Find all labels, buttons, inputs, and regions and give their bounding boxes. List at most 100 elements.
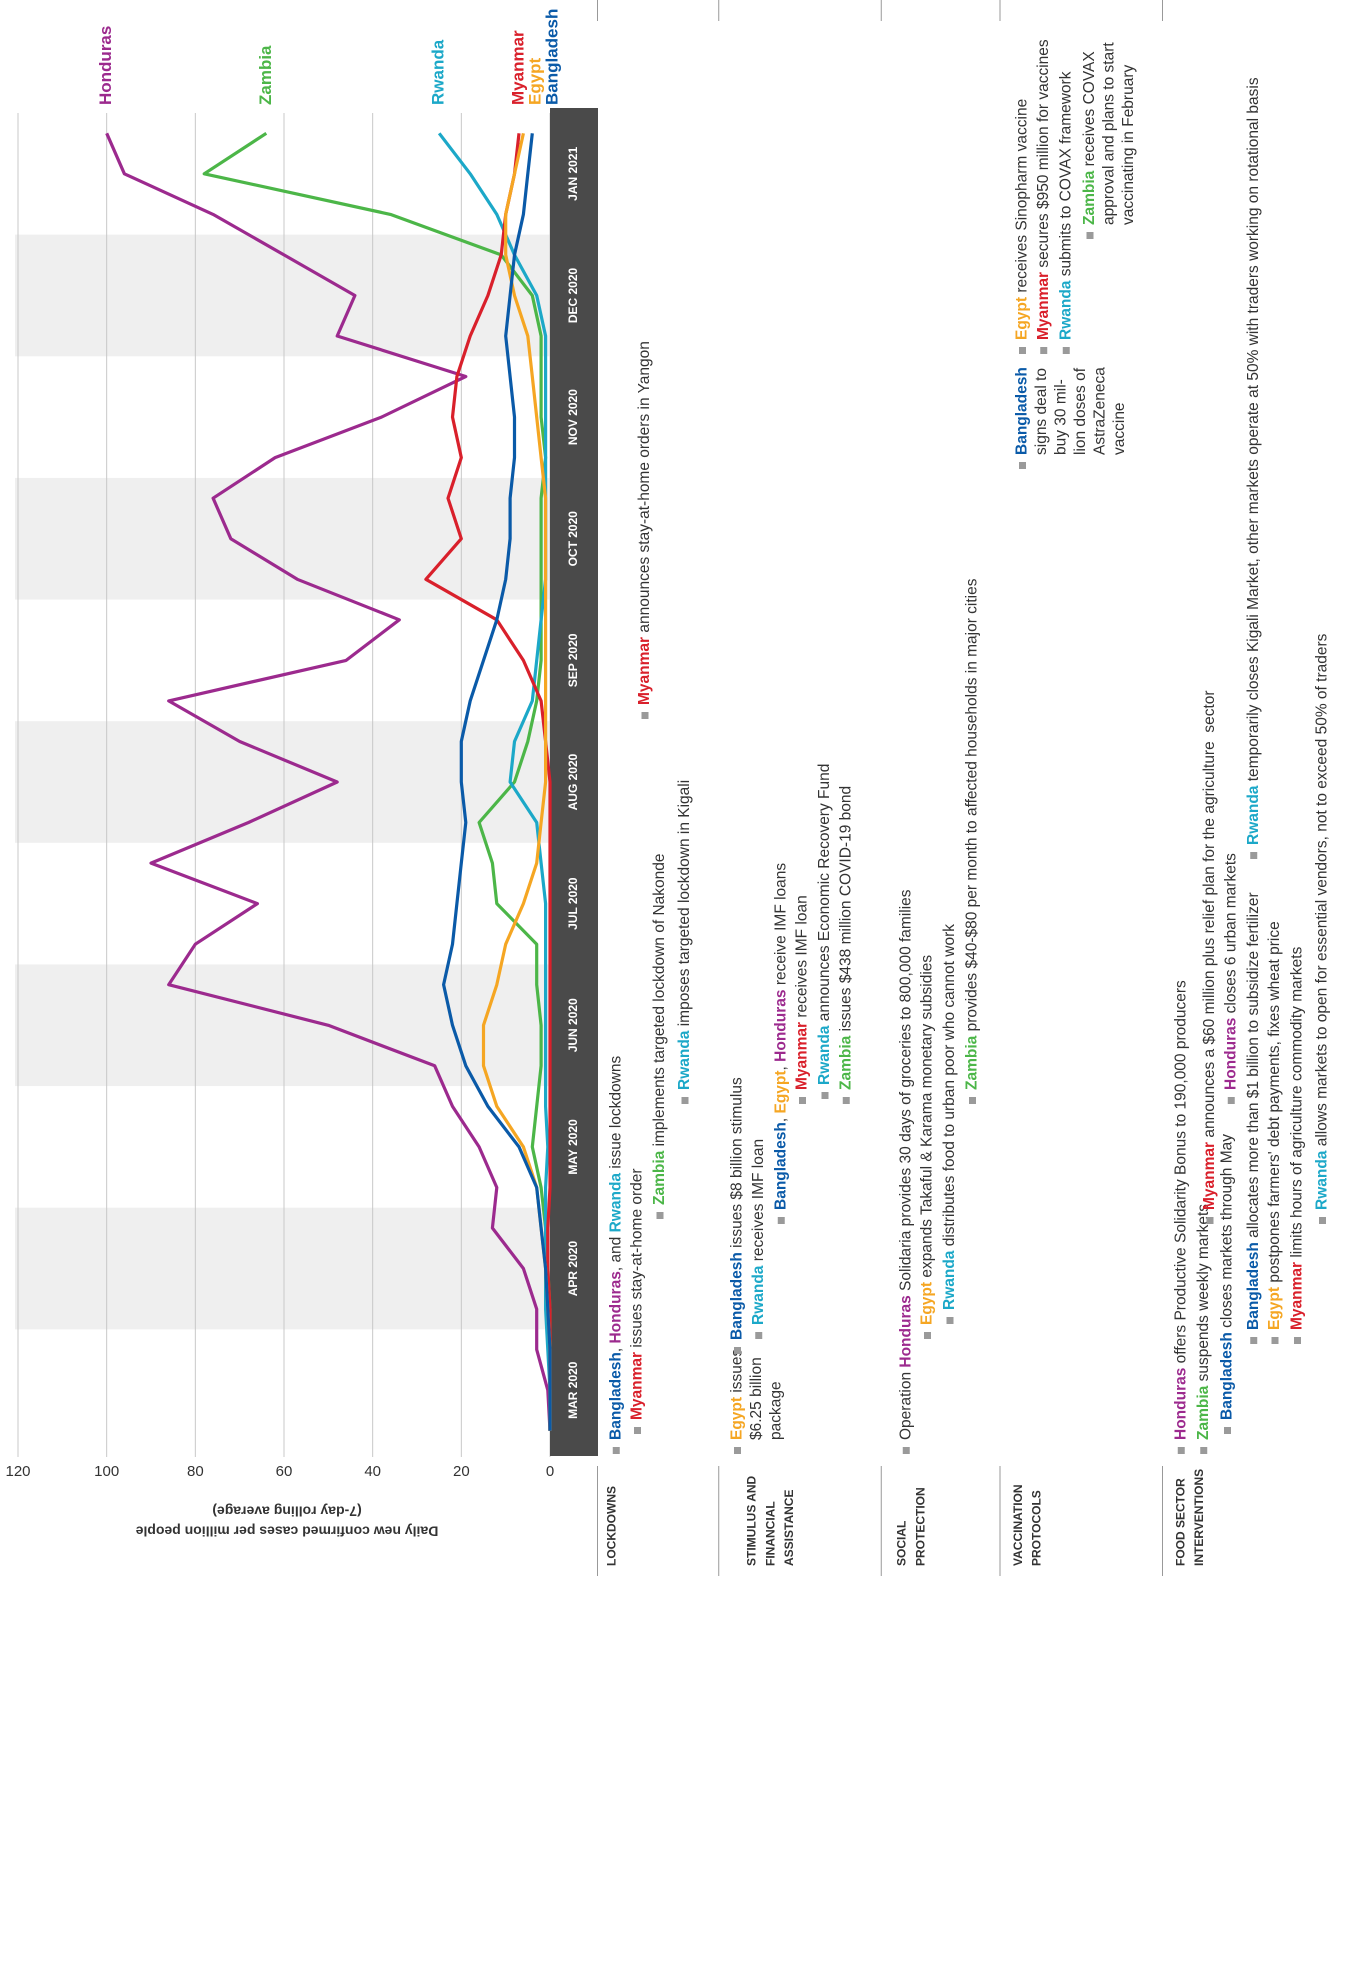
item-text: Egypt xyxy=(1014,297,1031,340)
row-label: SOCIAL xyxy=(895,1521,909,1566)
bullet xyxy=(1294,1337,1301,1344)
item-text: Rwanda xyxy=(750,1265,767,1325)
item-text: Rwanda xyxy=(1314,1150,1331,1210)
policy-item: Rwanda imposes targeted lockdown in Kiga… xyxy=(676,780,693,1090)
y-tick-label: 80 xyxy=(187,1463,204,1480)
row-label: PROTOCOLS xyxy=(1030,1490,1044,1566)
item-text: imposes targeted lockdown in Kigali xyxy=(676,780,693,1031)
policy-item: Rwanda announces Economic Recovery Fund xyxy=(816,764,833,1085)
policy-item: Bangladesh closes markets through May xyxy=(1219,1134,1236,1420)
item-text: announces a $60 million plus relief plan… xyxy=(1201,690,1218,1141)
y-tick-label: 0 xyxy=(546,1463,554,1480)
bullet xyxy=(969,1097,976,1104)
item-text: receives Sinopharm vaccine xyxy=(1014,99,1031,297)
item-text: AstraZeneca xyxy=(1092,367,1109,455)
month-band xyxy=(15,477,550,600)
bullet xyxy=(799,1097,806,1104)
item-text: Bangladesh xyxy=(1245,1242,1262,1330)
legend-label: Honduras xyxy=(96,26,115,105)
policy-item: Honduras offers Productive Solidarity Bo… xyxy=(1172,980,1189,1440)
row-label: STIMULUS AND xyxy=(745,1475,759,1566)
bullet xyxy=(1271,1337,1279,1344)
policy-item: Bangladesh, Egypt, Honduras receive IMF … xyxy=(772,863,789,1210)
item-text: signs deal to xyxy=(1033,368,1050,455)
x-tick-label: MAY 2020 xyxy=(566,1119,580,1175)
item-text: Bangladesh xyxy=(607,1352,624,1440)
x-tick-label: JAN 2021 xyxy=(566,146,580,200)
policy-item: Zambia provides $40-$80 per month to aff… xyxy=(964,578,981,1090)
policy-item: approval and plans to start xyxy=(1101,42,1118,225)
item-text: vaccine xyxy=(1111,402,1128,455)
item-text: Zambia xyxy=(1195,1385,1212,1440)
item-text: Myanmar xyxy=(1035,272,1052,340)
item-text: Zambia xyxy=(1081,170,1098,225)
bullet xyxy=(1250,852,1258,859)
row-label: ASSISTANCE xyxy=(782,1490,796,1566)
item-text: closes 6 urban markets xyxy=(1222,853,1239,1018)
series-line xyxy=(424,133,552,1431)
bullet xyxy=(1319,1217,1326,1224)
item-text: Honduras xyxy=(1222,1018,1239,1090)
x-tick-label: OCT 2020 xyxy=(566,511,580,567)
item-text: Bangladesh xyxy=(729,1252,746,1340)
x-tick-label: APR 2020 xyxy=(566,1241,580,1297)
bullet xyxy=(681,1097,689,1104)
policy-item: Zambia issues $438 million COVID-19 bond xyxy=(837,786,854,1090)
bullet xyxy=(902,1447,910,1454)
y-tick-label: 100 xyxy=(94,1463,119,1480)
policy-item: vaccine xyxy=(1111,402,1128,455)
item-text: $6.25 billion xyxy=(748,1357,765,1440)
item-text: closes markets through May xyxy=(1219,1134,1236,1332)
y-tick-label: 20 xyxy=(453,1463,470,1480)
legend-label: Rwanda xyxy=(429,39,448,105)
item-text: , xyxy=(772,1062,789,1071)
item-text: announces stay-at-home orders in Yangon xyxy=(636,341,653,637)
item-text: Egypt xyxy=(1266,1287,1283,1330)
policy-item: Zambia receives COVAX xyxy=(1081,51,1098,225)
row-label: FINANCIAL xyxy=(763,1501,777,1566)
item-text: Rwanda xyxy=(1057,280,1074,340)
row-label: INTERVENTIONS xyxy=(1192,1469,1206,1566)
policy-item: Myanmar secures $950 million for vaccine… xyxy=(1035,39,1052,340)
bullet xyxy=(734,1347,741,1354)
policy-item: Rwanda submits to COVAX framework xyxy=(1057,71,1074,340)
item-text: Myanmar xyxy=(629,1352,646,1420)
series-line xyxy=(105,132,552,1431)
policy-item: vaccinating in February xyxy=(1120,65,1137,225)
item-text: Bangladesh xyxy=(1219,1332,1236,1420)
month-bar xyxy=(550,108,598,1456)
policy-item: Zambia suspends weekly markets xyxy=(1195,1204,1212,1440)
bullet xyxy=(1019,347,1026,354)
item-text: Honduras xyxy=(1172,1368,1189,1440)
row-label: PROTECTION xyxy=(913,1487,927,1566)
policy-item: Honduras closes 6 urban markets xyxy=(1222,853,1239,1090)
upright-layout: 0 20 40 60 80 100 120 Daily new confirmed cases… xyxy=(5,1463,554,1539)
rotated-layout: MAR 2020 APR 2020 MAY 2020 JUN 2020 JUL 2020… xyxy=(15,0,1331,1576)
item-text: vaccinating in February xyxy=(1120,65,1137,225)
row-label: VACCINATION xyxy=(1011,1484,1025,1566)
row-label: FOOD SECTOR xyxy=(1173,1478,1187,1566)
policy-item: Myanmar issues stay-at-home order xyxy=(629,1168,646,1420)
month-band xyxy=(15,1207,550,1330)
item-text: receives IMF loan xyxy=(750,1139,767,1266)
bullet xyxy=(612,1447,620,1454)
row-label: LOCKDOWNS xyxy=(605,1486,619,1566)
x-tick-label: JUL 2020 xyxy=(566,877,580,930)
item-text: Bangladesh xyxy=(1014,367,1031,455)
policy-item: Egypt postpones farmers' debt payments, … xyxy=(1266,921,1283,1330)
bullet xyxy=(641,712,649,719)
item-text: suspends weekly markets xyxy=(1195,1204,1212,1386)
x-tick-label: SEP 2020 xyxy=(566,633,580,687)
item-text: postpones farmers' debt payments, fixes … xyxy=(1266,921,1283,1287)
month-band xyxy=(15,234,550,357)
item-text: announces Economic Recovery Fund xyxy=(816,764,833,1026)
y-tick-label: 60 xyxy=(276,1463,293,1480)
x-tick-label: JUN 2020 xyxy=(566,998,580,1052)
bullet xyxy=(842,1097,850,1104)
policy-item: Egypt receives Sinopharm vaccine xyxy=(1014,99,1031,340)
x-tick-label: DEC 2020 xyxy=(566,267,580,323)
policy-item: Rwanda distributes food to urban poor wh… xyxy=(941,924,958,1310)
policy-item: Rwanda receives IMF loan xyxy=(750,1139,767,1325)
policy-item: Bangladesh, Honduras, and Rwanda issue l… xyxy=(607,1056,624,1440)
